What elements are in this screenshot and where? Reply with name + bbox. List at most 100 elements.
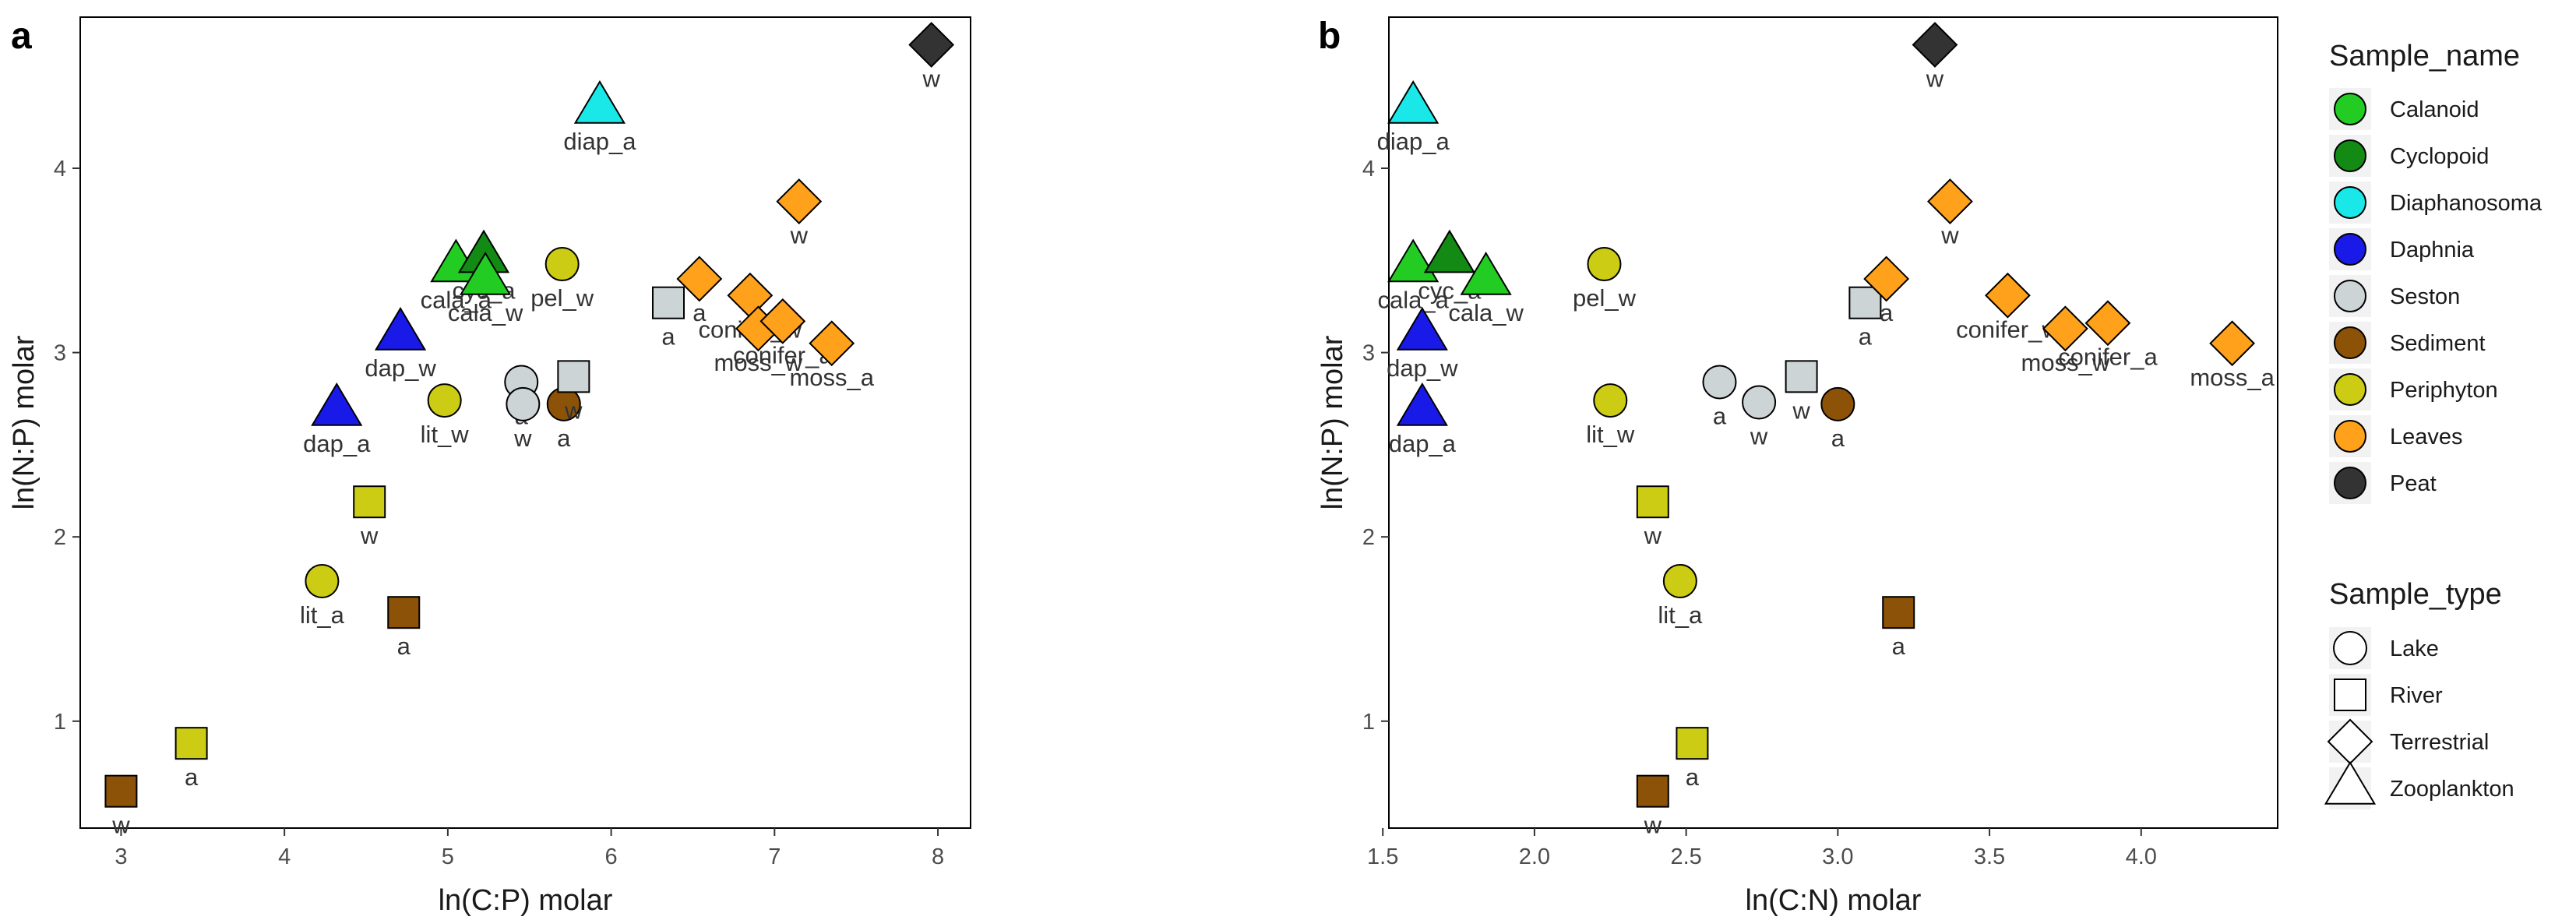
x-tick-label: 1.5 [1367,844,1398,869]
data-point-seston [506,386,541,421]
data-label: w [790,222,809,249]
x-tick-label: 3 [115,844,127,869]
data-point-leaves [1863,256,1910,302]
legend-title-sample-name: Sample_name [2329,40,2520,72]
legend-key-zooplankton [2324,761,2377,805]
data-label: dap_w [365,354,436,382]
data-label: conifer_a [2058,344,2158,371]
data-point-daphnia [1396,382,1448,426]
data-point-leaves [2042,305,2088,352]
data-label: w [1926,65,1944,92]
data-point-calanoid [460,252,512,295]
legend-key-periphyton [2334,373,2366,406]
data-label: dap_w [1387,354,1458,382]
data-label: a [1686,763,1700,791]
legend-label: Diaphanosoma [2390,191,2543,216]
x-tick-label: 2.5 [1670,844,1701,869]
data-label: w [922,65,940,92]
plot-frame [79,16,971,829]
data-label: w [1644,522,1662,549]
x-tick-label: 4 [278,844,291,869]
data-point-seston [1742,385,1777,420]
data-point-leaves [1927,178,1973,225]
y-tick-label: 2 [54,525,66,550]
panel-tag: b [1318,16,1341,57]
data-point-seston [1848,286,1882,319]
data-point-periphyton [1636,485,1669,519]
data-label: a [1713,402,1727,429]
legend-key-peat [2334,467,2366,499]
data-point-periphyton [1593,383,1628,418]
x-tick-label: 7 [768,844,781,869]
y-axis-title: ln(N:P) molar [8,335,41,509]
y-tick-label: 3 [1362,341,1375,366]
plot-frame [1388,16,2278,829]
data-point-periphyton [1662,563,1697,598]
data-label: pel_w [530,284,594,312]
data-point-daphnia [311,382,363,426]
data-point-daphnia [374,306,427,351]
data-point-leaves [2084,300,2131,347]
data-point-seston [557,360,590,393]
data-points: diap_acala_acyc_acala_wdap_wdap_apel_wli… [1377,22,2275,839]
legend-key-daphnia [2334,233,2366,266]
data-label: cala_a [1377,286,1449,313]
x-tick-label: 4.0 [2126,844,2157,869]
data-label: cala_w [1448,299,1524,326]
x-tick-label: 5 [442,844,454,869]
data-label: w [1940,222,1959,249]
legend-label: Calanoid [2390,97,2479,122]
data-label: lit_w [1586,421,1635,448]
data-point-cyclopoid [1423,229,1475,273]
data-point-leaves [759,298,806,344]
data-point-seston [652,286,685,319]
data-point-seston [1702,365,1737,400]
data-point-sediment [1882,596,1915,629]
legend-key-river [2334,679,2366,711]
legend-label: River [2390,683,2443,708]
x-axis-title: ln(C:N) molar [1746,884,1922,917]
data-point-seston [1785,360,1818,393]
data-point-leaves [676,256,723,302]
data-label: lit_w [421,421,470,448]
legend-key-lake [2333,631,2367,665]
legend: Sample_name Calanoid Cyclopoid Diaphanosoma… [2324,40,2543,809]
data-point-leaves [776,178,823,225]
data-label: diap_a [1377,128,1450,155]
data-label: a [185,763,199,791]
data-point-peat [1912,22,1958,68]
data-point-sediment [1636,774,1669,808]
data-label: a [397,633,411,660]
data-point-periphyton [174,727,208,760]
data-label: moss_w [714,349,803,376]
x-tick-label: 3.5 [1974,844,2005,869]
x-tick-label: 2.0 [1519,844,1550,869]
data-label: a [557,425,571,452]
data-label: w [564,397,583,424]
data-label: diap_a [563,128,636,155]
data-label: lit_a [300,601,345,629]
data-point-daphnia [1396,306,1448,351]
legend-title-sample-type: Sample_type [2329,578,2502,611]
legend-label: Cyclopoid [2390,144,2489,169]
data-point-periphyton [353,485,386,519]
data-label: moss_a [789,364,874,391]
data-label: a [1892,633,1906,660]
data-point-leaves [1985,272,2031,319]
legend-label: Leaves [2390,425,2463,449]
data-label: a [1859,323,1873,351]
legend-key-calanoid [2334,93,2366,125]
legend-label: Seston [2390,284,2460,309]
data-label: moss_w [2021,349,2110,376]
data-label: a [1831,425,1845,452]
data-label: lit_a [1658,601,1703,629]
data-label: w [1792,397,1810,424]
data-label: w [1750,422,1768,449]
legend-label: Lake [2390,636,2439,661]
legend-key-cyclopoid [2334,139,2366,172]
legend-key-sediment [2334,326,2366,359]
data-point-periphyton [1676,727,1709,760]
legend-key-diaphanosoma [2334,186,2366,219]
data-label: dap_a [1389,430,1457,457]
